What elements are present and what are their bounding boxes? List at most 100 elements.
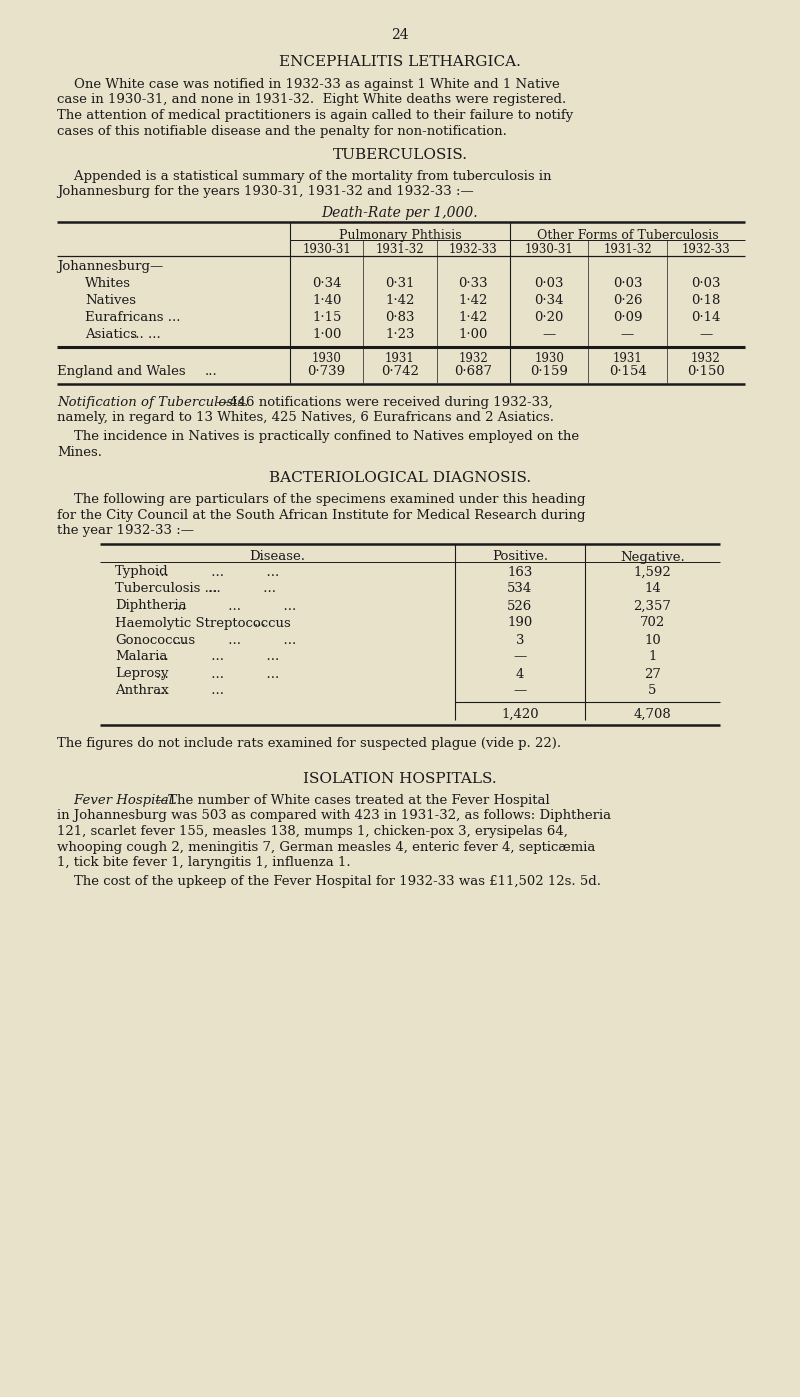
Text: —: —: [699, 328, 713, 341]
Text: 27: 27: [644, 668, 661, 680]
Text: 1·42: 1·42: [458, 293, 488, 307]
Text: 0·34: 0·34: [534, 293, 564, 307]
Text: 24: 24: [391, 28, 409, 42]
Text: Death-Rate per 1,000.: Death-Rate per 1,000.: [322, 205, 478, 219]
Text: Tuberculosis ...: Tuberculosis ...: [115, 583, 218, 595]
Text: 526: 526: [507, 599, 533, 612]
Text: 1930: 1930: [312, 352, 342, 365]
Text: for the City Council at the South African Institute for Medical Research during: for the City Council at the South Africa…: [57, 509, 586, 521]
Text: ...          ...: ... ...: [155, 685, 224, 697]
Text: 1931-32: 1931-32: [603, 243, 652, 256]
Text: Pulmonary Phthisis: Pulmonary Phthisis: [338, 229, 462, 242]
Text: Disease.: Disease.: [250, 550, 306, 563]
Text: 1932: 1932: [458, 352, 488, 365]
Text: 1930-31: 1930-31: [525, 243, 574, 256]
Text: —: —: [514, 651, 526, 664]
Text: 1932-33: 1932-33: [682, 243, 730, 256]
Text: —446 notifications were received during 1932-33,: —446 notifications were received during …: [217, 395, 554, 409]
Text: 0·83: 0·83: [386, 312, 414, 324]
Text: 0·20: 0·20: [534, 312, 564, 324]
Text: Natives: Natives: [85, 293, 136, 307]
Text: 1: 1: [648, 651, 657, 664]
Text: 0·18: 0·18: [691, 293, 721, 307]
Text: 1·00: 1·00: [458, 328, 488, 341]
Text: ...          ...          ...: ... ... ...: [173, 633, 296, 647]
Text: 1930-31: 1930-31: [302, 243, 351, 256]
Text: case in 1930-31, and none in 1931-32.  Eight White deaths were registered.: case in 1930-31, and none in 1931-32. Ei…: [57, 94, 566, 106]
Text: in Johannesburg was 503 as compared with 423 in 1931-32, as follows: Diphtheria: in Johannesburg was 503 as compared with…: [57, 809, 611, 823]
Text: 1931-32: 1931-32: [376, 243, 424, 256]
Text: ...          ...          ...: ... ... ...: [155, 566, 279, 578]
Text: Malaria: Malaria: [115, 651, 167, 664]
Text: Gonococcus: Gonococcus: [115, 633, 195, 647]
Text: 534: 534: [507, 583, 533, 595]
Text: the year 1932-33 :—: the year 1932-33 :—: [57, 524, 194, 536]
Text: 1, tick bite fever 1, laryngitis 1, influenza 1.: 1, tick bite fever 1, laryngitis 1, infl…: [57, 856, 350, 869]
Text: TUBERCULOSIS.: TUBERCULOSIS.: [333, 148, 467, 162]
Text: 190: 190: [507, 616, 533, 630]
Text: 0·154: 0·154: [609, 365, 646, 379]
Text: 1·42: 1·42: [458, 312, 488, 324]
Text: The following are particulars of the specimens examined under this heading: The following are particulars of the spe…: [57, 493, 586, 506]
Text: Diphtheria: Diphtheria: [115, 599, 186, 612]
Text: Positive.: Positive.: [492, 550, 548, 563]
Text: 0·150: 0·150: [687, 365, 725, 379]
Text: Leprosy: Leprosy: [115, 668, 169, 680]
Text: —: —: [514, 685, 526, 697]
Text: 163: 163: [507, 566, 533, 578]
Text: 0·31: 0·31: [386, 277, 414, 291]
Text: Asiatics: Asiatics: [85, 328, 137, 341]
Text: 1931: 1931: [385, 352, 415, 365]
Text: 1931: 1931: [613, 352, 642, 365]
Text: Typhoid: Typhoid: [115, 566, 169, 578]
Text: 0·739: 0·739: [308, 365, 346, 379]
Text: Other Forms of Tuberculosis: Other Forms of Tuberculosis: [537, 229, 718, 242]
Text: 4,708: 4,708: [634, 707, 671, 721]
Text: The figures do not include rats examined for suspected plague (vide p. 22).: The figures do not include rats examined…: [57, 736, 561, 750]
Text: 3: 3: [516, 633, 524, 647]
Text: BACTERIOLOGICAL DIAGNOSIS.: BACTERIOLOGICAL DIAGNOSIS.: [269, 471, 531, 485]
Text: ...          ...          ...: ... ... ...: [155, 651, 279, 664]
Text: Haemolytic Streptococcus: Haemolytic Streptococcus: [115, 616, 290, 630]
Text: ...: ...: [205, 365, 218, 379]
Text: The cost of the upkeep of the Fever Hospital for 1932-33 was £11,502 12s. 5d.: The cost of the upkeep of the Fever Hosp…: [57, 875, 601, 887]
Text: Anthrax: Anthrax: [115, 685, 169, 697]
Text: Johannesburg—: Johannesburg—: [57, 260, 163, 272]
Text: 1930: 1930: [534, 352, 564, 365]
Text: 0·742: 0·742: [381, 365, 419, 379]
Text: 5: 5: [648, 685, 657, 697]
Text: Fever Hospital.: Fever Hospital.: [57, 793, 177, 807]
Text: England and Wales: England and Wales: [57, 365, 186, 379]
Text: Appended is a statistical summary of the mortality from tuberculosis in: Appended is a statistical summary of the…: [57, 170, 551, 183]
Text: 0·03: 0·03: [691, 277, 721, 291]
Text: 14: 14: [644, 583, 661, 595]
Text: Mines.: Mines.: [57, 446, 102, 458]
Text: 1·42: 1·42: [386, 293, 414, 307]
Text: 0·03: 0·03: [534, 277, 564, 291]
Text: Notification of Tuberculosis.: Notification of Tuberculosis.: [57, 395, 248, 409]
Text: 0·33: 0·33: [458, 277, 488, 291]
Text: 702: 702: [640, 616, 665, 630]
Text: 0·687: 0·687: [454, 365, 492, 379]
Text: 1·23: 1·23: [386, 328, 414, 341]
Text: 1932-33: 1932-33: [449, 243, 498, 256]
Text: 121, scarlet fever 155, measles 138, mumps 1, chicken-pox 3, erysipelas 64,: 121, scarlet fever 155, measles 138, mum…: [57, 826, 568, 838]
Text: ... ...: ... ...: [131, 328, 161, 341]
Text: 1,420: 1,420: [501, 707, 539, 721]
Text: Whites: Whites: [85, 277, 131, 291]
Text: 1·00: 1·00: [312, 328, 342, 341]
Text: 0·34: 0·34: [312, 277, 342, 291]
Text: cases of this notifiable disease and the penalty for non-notification.: cases of this notifiable disease and the…: [57, 124, 507, 137]
Text: 0·03: 0·03: [613, 277, 642, 291]
Text: ISOLATION HOSPITALS.: ISOLATION HOSPITALS.: [303, 773, 497, 787]
Text: 1932: 1932: [691, 352, 721, 365]
Text: ENCEPHALITIS LETHARGICA.: ENCEPHALITIS LETHARGICA.: [279, 54, 521, 68]
Text: 0·159: 0·159: [530, 365, 568, 379]
Text: ...          ...: ... ...: [208, 583, 276, 595]
Text: 1·40: 1·40: [312, 293, 342, 307]
Text: 2,357: 2,357: [634, 599, 671, 612]
Text: —: —: [542, 328, 556, 341]
Text: Johannesburg for the years 1930-31, 1931-32 and 1932-33 :—: Johannesburg for the years 1930-31, 1931…: [57, 186, 474, 198]
Text: —The number of White cases treated at the Fever Hospital: —The number of White cases treated at th…: [155, 793, 550, 807]
Text: whooping cough 2, meningitis 7, German measles 4, enteric fever 4, septicæmia: whooping cough 2, meningitis 7, German m…: [57, 841, 595, 854]
